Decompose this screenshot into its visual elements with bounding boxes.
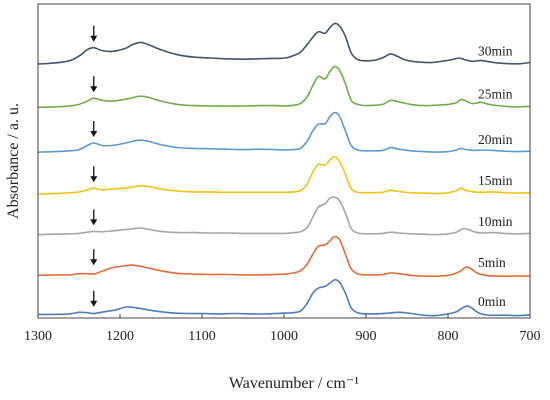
series-label-15min: 15min — [478, 173, 513, 188]
series-label-10min: 10min — [478, 214, 513, 229]
x-tick-label: 800 — [438, 329, 459, 344]
series-label-0min: 0min — [478, 294, 506, 309]
series-labels: 0min 5min 10min 15min 20min 25min 30min — [478, 43, 513, 309]
x-tick-label: 1000 — [270, 329, 298, 344]
series-line-5min — [37, 235, 530, 278]
down-arrow-icon — [90, 249, 98, 266]
series-label-25min: 25min — [478, 87, 513, 102]
arrow-markers — [90, 25, 98, 307]
y-axis-title: Absorbance / a. u. — [5, 103, 22, 219]
series-line-10min — [37, 196, 531, 236]
series-layer — [37, 22, 531, 317]
x-tick-label: 1100 — [188, 329, 215, 344]
x-tick-label: 900 — [356, 329, 377, 344]
series-label-30min: 30min — [478, 43, 513, 58]
series-line-15min — [37, 156, 531, 195]
series-line-20min — [37, 111, 531, 153]
x-tick-label: 1200 — [106, 329, 134, 344]
down-arrow-icon — [90, 166, 98, 183]
x-tick-label: 700 — [520, 329, 541, 344]
series-line-30min — [37, 22, 531, 65]
series-line-25min — [37, 65, 531, 109]
series-line-0min — [38, 278, 531, 317]
down-arrow-icon — [90, 290, 98, 307]
down-arrow-icon — [90, 25, 98, 42]
series-label-20min: 20min — [478, 132, 513, 147]
x-axis-title: Wavenumber / cm⁻¹ — [229, 375, 359, 392]
series-label-5min: 5min — [478, 255, 506, 270]
down-arrow-icon — [90, 209, 98, 226]
down-arrow-icon — [90, 76, 98, 93]
x-tick-label: 1300 — [24, 329, 52, 344]
down-arrow-icon — [90, 121, 98, 138]
x-axis-ticks: 1300 1200 1100 1000 900 800 700 — [24, 314, 541, 344]
